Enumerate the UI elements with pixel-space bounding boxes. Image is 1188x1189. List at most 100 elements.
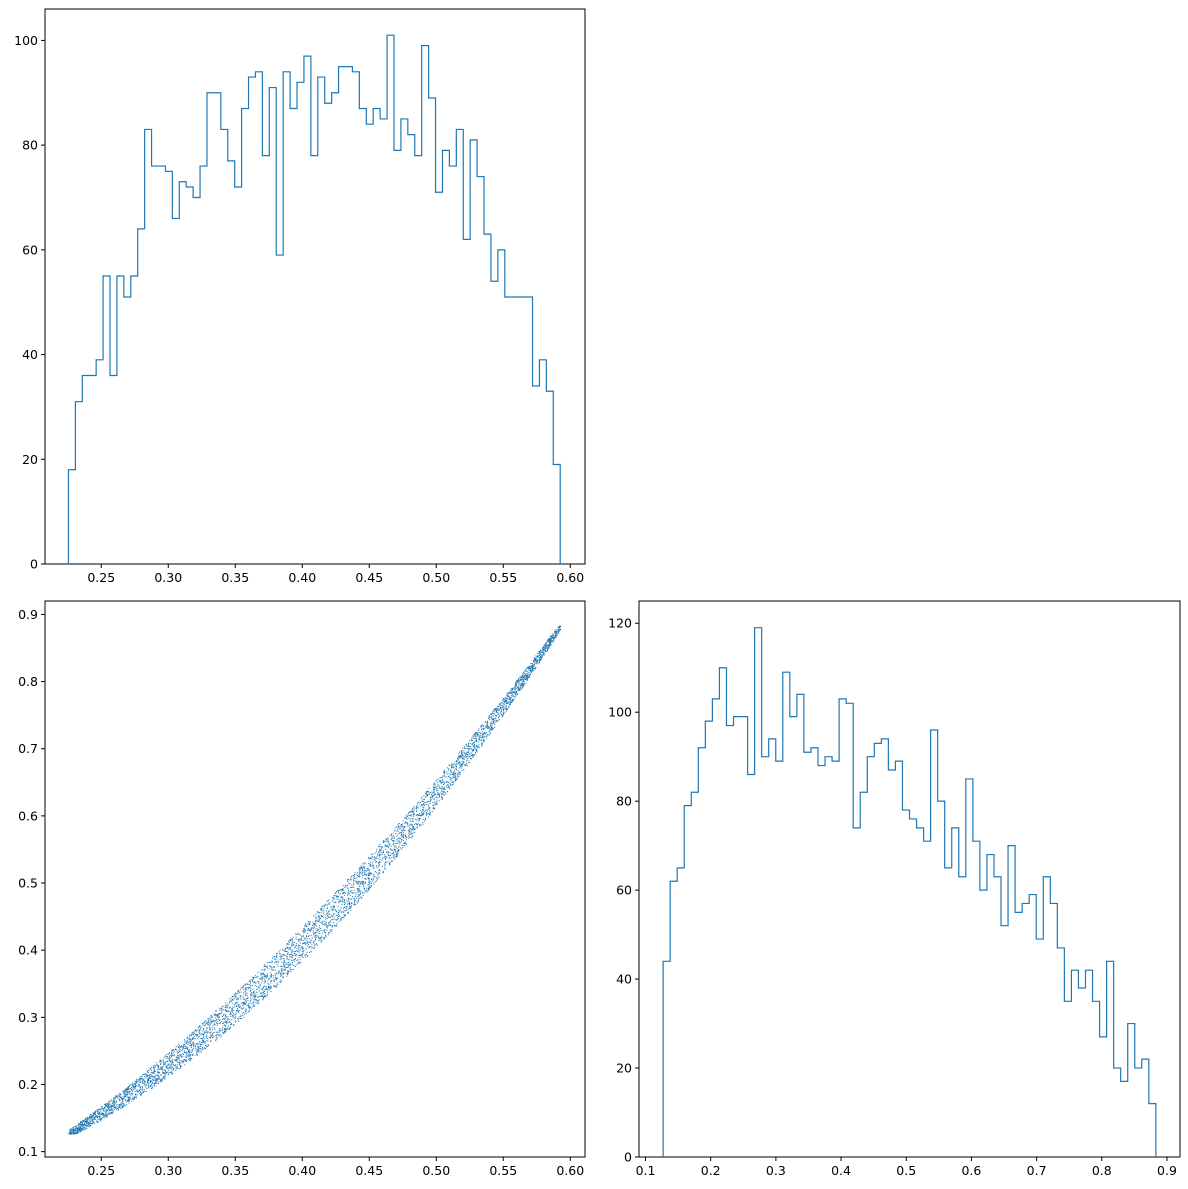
scatter-point	[88, 1125, 90, 1127]
axes-frame	[44, 600, 586, 1158]
scatter-point	[433, 792, 435, 794]
scatter-point	[131, 1089, 133, 1091]
scatter-point	[122, 1097, 124, 1099]
scatter-point	[303, 930, 305, 932]
scatter-point	[311, 947, 313, 949]
scatter-point	[372, 879, 374, 881]
scatter-point	[224, 1030, 226, 1032]
scatter-point	[340, 917, 342, 919]
scatter-point	[100, 1108, 102, 1110]
scatter-point	[264, 968, 266, 970]
scatter-point	[361, 869, 363, 871]
scatter-point	[214, 1010, 216, 1012]
scatter-point	[465, 765, 467, 766]
scatter-point	[411, 809, 413, 811]
scatter-point	[255, 998, 257, 1000]
scatter-point	[266, 965, 268, 967]
scatter-point	[333, 917, 335, 919]
scatter-point	[345, 914, 346, 916]
scatter-point	[320, 928, 322, 929]
scatter-point	[460, 767, 462, 769]
scatter-point	[199, 1044, 201, 1046]
scatter-point	[309, 923, 311, 924]
scatter-point	[131, 1098, 133, 1100]
scatter-point	[492, 711, 494, 713]
scatter-point	[144, 1083, 145, 1085]
scatter-point	[149, 1075, 151, 1077]
scatter-point	[279, 953, 281, 955]
scatter-point	[253, 997, 255, 999]
scatter-point	[131, 1092, 133, 1094]
scatter-point	[338, 912, 339, 914]
scatter-point	[201, 1042, 203, 1043]
scatter-point	[399, 825, 401, 827]
scatter-point	[160, 1067, 162, 1069]
scatter-point	[421, 815, 422, 817]
scatter-point	[322, 908, 324, 910]
scatter-point	[202, 1023, 204, 1025]
scatter-point	[531, 667, 533, 669]
scatter-point	[449, 772, 451, 774]
scatter-point	[444, 773, 446, 775]
scatter-point	[82, 1126, 84, 1128]
scatter-point	[387, 837, 389, 839]
scatter-point	[536, 656, 538, 658]
scatter-point	[369, 872, 371, 874]
scatter-point	[474, 745, 476, 747]
scatter-point	[151, 1075, 152, 1077]
scatter-point	[556, 631, 558, 633]
scatter-point	[419, 825, 421, 827]
scatter-point	[252, 991, 254, 993]
scatter-point	[251, 1006, 253, 1008]
scatter-point	[240, 991, 242, 993]
scatter-point	[83, 1125, 84, 1127]
scatter-point	[494, 713, 496, 715]
scatter-point	[341, 911, 343, 913]
scatter-point	[409, 827, 411, 829]
scatter-point	[286, 946, 288, 948]
scatter-point	[477, 734, 478, 736]
scatter-point	[255, 982, 257, 984]
scatter-point	[514, 691, 516, 693]
scatter-point	[535, 660, 537, 662]
scatter-point	[291, 962, 293, 964]
scatter-point	[147, 1072, 149, 1073]
scatter-point	[416, 810, 417, 812]
scatter-point	[358, 876, 360, 878]
scatter-point	[399, 828, 401, 830]
scatter-point	[397, 826, 399, 828]
scatter-point	[513, 698, 514, 700]
scatter-point	[159, 1071, 161, 1073]
scatter-point	[97, 1116, 98, 1118]
scatter-point	[128, 1085, 130, 1087]
scatter-point	[184, 1064, 186, 1066]
scatter-point	[385, 849, 387, 850]
scatter-point	[110, 1113, 112, 1115]
scatter-point	[138, 1084, 140, 1086]
scatter-point	[107, 1113, 109, 1115]
scatter-point	[283, 972, 285, 974]
scatter-point	[453, 764, 455, 765]
scatter-point	[350, 890, 352, 892]
scatter-point	[203, 1033, 205, 1035]
scatter-point	[476, 741, 477, 742]
scatter-point	[328, 932, 329, 934]
scatter-point	[502, 704, 504, 706]
scatter-point	[225, 1025, 227, 1027]
scatter-point	[99, 1116, 101, 1118]
scatter-point	[373, 867, 375, 869]
scatter-point	[466, 753, 468, 754]
scatter-point	[225, 1002, 227, 1004]
scatter-point	[300, 939, 302, 941]
scatter-point	[426, 794, 428, 796]
scatter-point	[210, 1031, 212, 1033]
scatter-point	[454, 776, 456, 778]
scatter-point	[452, 773, 454, 775]
scatter-point	[554, 632, 556, 634]
scatter-point	[263, 976, 265, 978]
scatter-point	[349, 878, 351, 880]
scatter-point	[253, 992, 254, 994]
scatter-point	[295, 938, 297, 940]
scatter-point	[290, 945, 292, 947]
scatter-point	[298, 955, 300, 956]
